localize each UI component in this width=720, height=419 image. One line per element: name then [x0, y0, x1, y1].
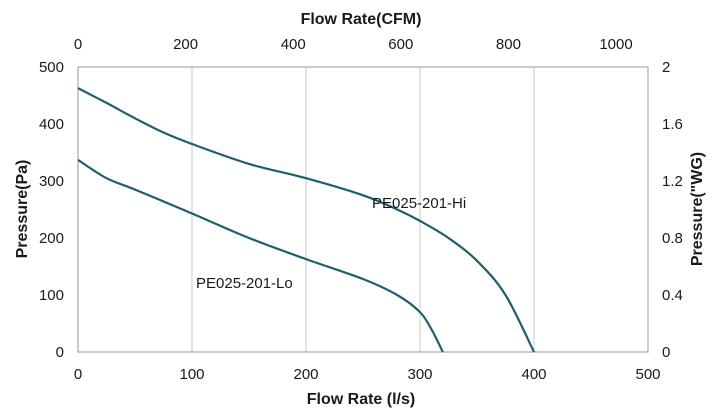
left-tick-label: 0: [56, 344, 64, 361]
grid-lines: [77, 67, 649, 352]
series-group: PE025-201-Hi PE025-201-Lo: [77, 87, 535, 353]
top-tick-label: 400: [281, 36, 306, 53]
right-tick-label: 0.8: [662, 230, 683, 247]
bottom-tick-label: 100: [179, 366, 204, 383]
top-tick-label: 600: [388, 36, 413, 53]
left-tick-label: 100: [39, 287, 64, 304]
right-tick-label: 2: [662, 59, 670, 76]
top-tick-label: 200: [173, 36, 198, 53]
top-axis-ticks: 0 200 400 600 800 1000: [74, 36, 633, 53]
right-tick-label: 0: [662, 344, 670, 361]
bottom-tick-label: 300: [407, 366, 432, 383]
left-axis-title: Pressure(Pa): [14, 160, 31, 259]
bottom-tick-label: 500: [635, 366, 660, 383]
bottom-tick-label: 0: [74, 366, 82, 383]
plot-frame: [77, 66, 649, 353]
bottom-axis-ticks: 0 100 200 300 400 500: [74, 366, 661, 383]
series-line-pe025-201-hi: [77, 87, 535, 353]
series-label-pe025-201-lo: PE025-201-Lo: [196, 275, 293, 292]
top-tick-label: 0: [74, 36, 82, 53]
series-label-pe025-201-hi: PE025-201-Hi: [372, 195, 466, 212]
right-tick-label: 1.2: [662, 173, 683, 190]
right-axis-ticks: 0 0.4 0.8 1.2 1.6 2: [662, 59, 683, 361]
top-tick-label: 800: [496, 36, 521, 53]
left-tick-label: 400: [39, 116, 64, 133]
left-tick-label: 500: [39, 59, 64, 76]
right-axis-title: Pressure("WG): [689, 152, 706, 266]
right-tick-label: 1.6: [662, 116, 683, 133]
top-tick-label: 1000: [599, 36, 632, 53]
bottom-tick-label: 400: [521, 366, 546, 383]
left-tick-label: 200: [39, 230, 64, 247]
left-axis-ticks: 0 100 200 300 400 500: [39, 59, 64, 361]
right-tick-label: 0.4: [662, 287, 683, 304]
bottom-axis-title: Flow Rate (l/s): [307, 391, 415, 408]
left-tick-label: 300: [39, 173, 64, 190]
top-axis-title: Flow Rate(CFM): [301, 11, 422, 28]
series-line-pe025-201-lo: [77, 158, 444, 353]
bottom-tick-label: 200: [293, 366, 318, 383]
